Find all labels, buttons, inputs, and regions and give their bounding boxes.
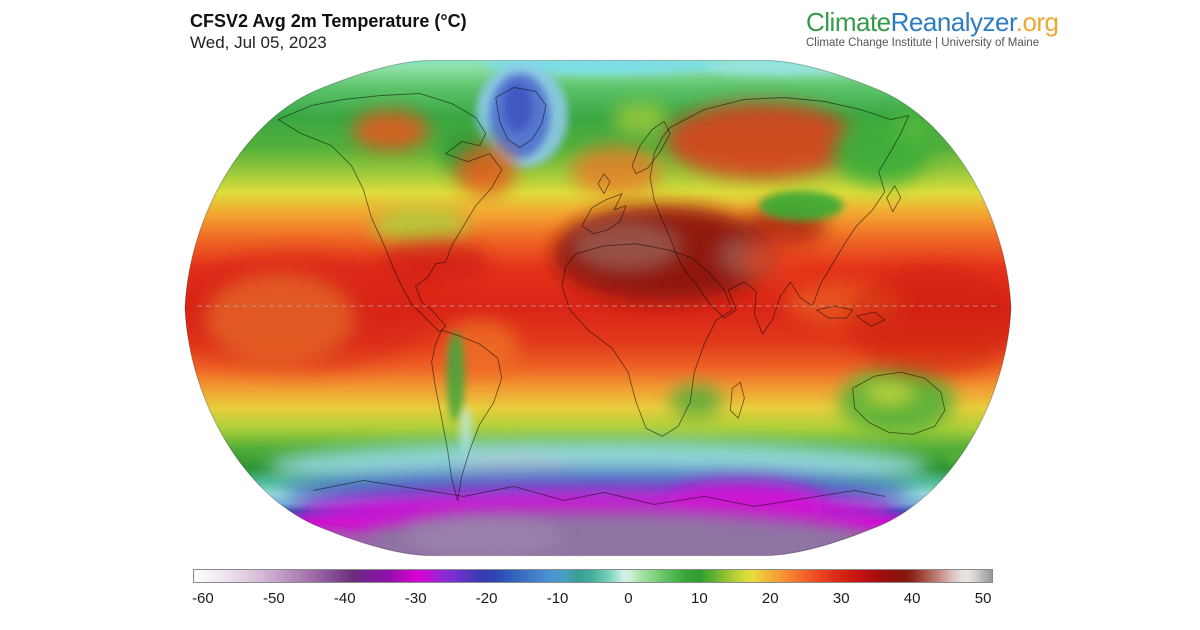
coastline-antarctica-coast (313, 479, 885, 507)
colorbar-tick--20: -20 (475, 590, 498, 607)
logo-wordmark: ClimateReanalyzer.org (806, 8, 1059, 36)
colorbar-tick--40: -40 (333, 590, 356, 607)
coastline-greenland (495, 87, 547, 149)
valid-date: Wed, Jul 05, 2023 (190, 33, 327, 52)
coastline-asia (649, 97, 910, 335)
feature-scandinavia-mild (613, 102, 670, 135)
coastline-scandinavia (631, 121, 671, 175)
coastline-british-isles (597, 173, 611, 195)
feature-antarctic-plateau-2 (403, 516, 564, 556)
feature-us-south-heat (378, 240, 489, 285)
feature-greenland-cold-core (503, 83, 532, 132)
feature-europe-heat (570, 145, 662, 196)
feature-australia-center (863, 381, 916, 406)
world-temperature-map (183, 57, 1013, 559)
feature-andes-cool-strip (446, 331, 465, 422)
coastline-japan (886, 185, 902, 213)
feature-equator-hot-west (185, 250, 431, 372)
colorbar-gradient (193, 569, 993, 583)
feature-kamchatka-cool (892, 109, 933, 146)
colorbar-tick--10: -10 (546, 590, 569, 607)
coastline-indonesia (816, 305, 886, 327)
logo-word-org: .org (1015, 7, 1059, 37)
coastline-south-america (431, 329, 503, 501)
coastline-europe (581, 193, 627, 235)
map-svg (184, 59, 1012, 557)
logo-tagline: Climate Change Institute | University of… (806, 37, 1040, 49)
feature-nw-canada-heat (352, 110, 429, 151)
colorbar-tick-0: 0 (624, 590, 633, 607)
colorbar-tick-40: 40 (903, 590, 921, 607)
colorbar-tick-10: 10 (691, 590, 708, 607)
coastline-layer (277, 87, 946, 507)
page-title: CFSV2 Avg 2m Temperature (°C) (190, 11, 467, 31)
colorbar-tick-30: 30 (832, 590, 850, 607)
logo-word-reanalyzer: Reanalyzer (890, 7, 1017, 37)
feature-tibet-plateau-cool (759, 190, 844, 221)
colorbar-tick-50: 50 (974, 590, 992, 607)
coastline-africa (561, 243, 733, 437)
colorbar-tick--50: -50 (263, 590, 285, 607)
logo-word-climate: Climate (806, 7, 891, 37)
feature-sahara-gray-core (570, 219, 682, 272)
coastline-north-america (277, 93, 503, 333)
coastline-australia (852, 371, 946, 435)
projection-outline (184, 59, 1012, 557)
map-header: CFSV2 Avg 2m Temperature (°C) Wed, Jul 0… (190, 10, 467, 54)
feature-quebec-heat (455, 144, 516, 197)
feature-us-plains-cool (372, 205, 469, 246)
climatereanalyzer-logo-link[interactable]: ClimateReanalyzer.org Climate Change Ins… (806, 8, 1059, 51)
colorbar-tick-20: 20 (761, 590, 779, 607)
colorbar-tick--30: -30 (404, 590, 427, 607)
feature-south-africa-mild (670, 384, 723, 419)
feature-siberia-heat (666, 102, 857, 179)
feature-india-heat (741, 238, 802, 283)
feature-equator-hot-east (846, 265, 1011, 377)
colorbar-tick--60: -60 (192, 590, 214, 607)
temperature-colorbar: -60 -50 -40 -30 -20 -10 0 10 20 30 40 50 (192, 569, 993, 611)
coastline-madagascar (729, 381, 745, 419)
temperature-features-layer (185, 60, 1011, 556)
